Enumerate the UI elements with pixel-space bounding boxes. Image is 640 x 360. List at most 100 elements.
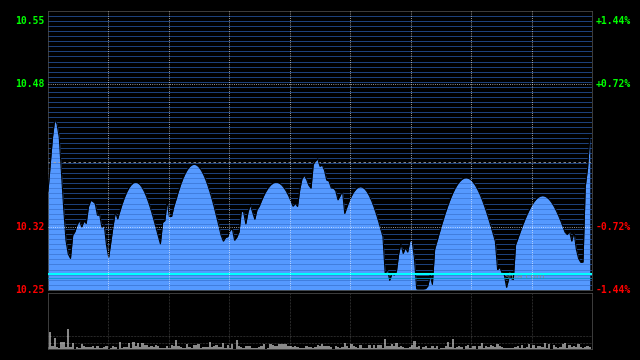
Bar [244,346,247,349]
Bar [312,348,314,349]
Bar [483,348,485,349]
Bar [112,346,115,349]
Bar [67,329,69,349]
Bar [256,348,258,349]
Bar [546,348,548,349]
Bar [440,348,442,349]
Bar [387,346,388,349]
Bar [157,346,159,349]
Bar [346,346,348,349]
Bar [485,346,488,349]
Bar [115,347,116,349]
Bar [198,345,200,349]
Bar [519,348,521,349]
Bar [406,348,409,349]
Bar [521,345,524,349]
Bar [281,344,283,349]
Bar [177,346,179,349]
Bar [81,344,83,349]
Bar [429,348,431,349]
Bar [69,347,72,349]
Bar [384,339,387,349]
Bar [247,346,249,349]
Bar [577,344,580,349]
Bar [155,345,157,349]
Bar [582,348,584,349]
Bar [294,346,296,349]
Bar [323,346,326,349]
Bar [584,347,586,349]
Text: -0.72%: -0.72% [595,222,630,232]
Bar [195,346,198,349]
Bar [359,345,362,349]
Bar [397,347,400,349]
Bar [236,341,238,349]
Bar [78,348,81,349]
Bar [119,342,121,349]
Bar [124,347,125,349]
Bar [186,345,189,349]
Bar [299,348,301,349]
Bar [317,345,319,349]
Bar [276,346,278,349]
Bar [179,347,182,349]
Bar [411,345,413,349]
Bar [402,347,404,349]
Bar [314,347,317,349]
Bar [555,347,557,349]
Bar [512,348,515,349]
Bar [253,348,256,349]
Bar [530,348,532,349]
Bar [303,347,305,349]
Bar [497,345,499,349]
Bar [166,346,168,349]
Bar [330,347,332,349]
Bar [557,348,559,349]
Bar [447,342,449,349]
Bar [121,347,124,349]
Bar [222,343,225,349]
Bar [216,345,218,349]
Bar [467,345,470,349]
Text: 10.25: 10.25 [15,285,45,295]
Bar [319,346,321,349]
Bar [137,343,139,349]
Bar [54,338,56,349]
Bar [409,347,411,349]
Bar [305,346,308,349]
Bar [431,346,433,349]
Bar [420,348,422,349]
Bar [229,348,231,349]
Bar [200,348,202,349]
Bar [427,348,429,349]
Bar [534,348,537,349]
Bar [525,347,528,349]
Bar [58,348,60,349]
Text: +0.72%: +0.72% [595,78,630,89]
Bar [49,332,51,349]
Bar [404,348,406,349]
Bar [168,348,170,349]
Bar [269,344,271,349]
Bar [92,346,94,349]
Bar [184,348,186,349]
Bar [85,347,87,349]
Bar [60,342,63,349]
Bar [445,346,447,349]
Bar [106,346,108,349]
Bar [209,342,211,349]
Bar [225,348,227,349]
Bar [173,346,175,349]
Bar [191,348,193,349]
Bar [326,346,328,349]
Bar [101,348,103,349]
Bar [213,346,216,349]
Bar [182,348,184,349]
Bar [265,348,267,349]
Bar [211,347,213,349]
Bar [400,346,402,349]
Bar [143,345,146,349]
Bar [310,347,312,349]
Bar [472,346,474,349]
Bar [494,347,497,349]
